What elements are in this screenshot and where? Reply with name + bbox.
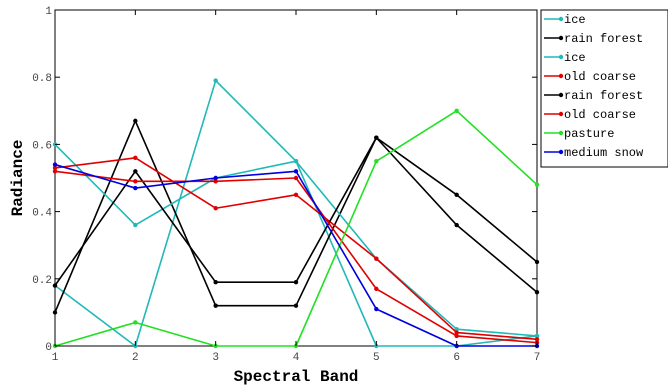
data-point [374,159,379,164]
x-tick-label: 3 [212,352,219,364]
data-point [374,286,379,292]
data-point [454,333,459,339]
y-tick-label: 0.2 [32,275,52,287]
data-point [293,175,299,181]
data-point [133,179,138,184]
data-point [293,192,299,197]
data-point [293,279,299,285]
x-tick-label: 6 [453,352,460,364]
data-point [534,337,540,342]
legend-label: ice [564,13,586,27]
y-tick-label: 0.6 [32,140,52,152]
data-point [454,330,459,335]
data-point [454,108,459,114]
x-tick-label: 1 [52,352,59,364]
data-point [213,206,218,211]
data-point [213,78,218,83]
data-point [213,175,218,181]
x-tick-label: 4 [293,352,300,364]
data-point [454,222,459,228]
legend-swatch-marker [558,73,564,79]
legend-label: ice [564,51,586,65]
legend-swatch-marker [558,54,564,60]
legend-swatch-marker [558,111,564,117]
data-point [52,165,58,171]
y-tick-label: 1 [45,6,52,18]
y-axis-title: Radiance [9,140,27,217]
data-point [133,169,138,174]
data-point [52,169,58,174]
legend-label: rain forest [564,89,643,103]
data-point [52,310,58,315]
y-tick-label: 0.8 [32,73,52,85]
legend-swatch-marker [558,149,564,155]
data-point [374,256,379,261]
legend-label: old coarse [564,70,636,84]
axes-layer: 1 2 3 4 5 6 7 0 0.2 0.4 0.6 0.8 1 [32,6,540,364]
legend-label: pasture [564,127,614,141]
data-point [534,290,540,295]
x-axis-title: Spectral Band [234,368,359,386]
x-tick-label: 5 [373,352,380,364]
x-tick-label: 7 [534,352,541,364]
data-point [374,135,379,140]
data-point [133,118,138,124]
y-tick-label: 0 [45,342,52,354]
data-point [213,303,218,308]
data-point [133,222,138,228]
legend: ice rain forest ice old coarse rain forest ol… [540,9,668,168]
data-point [293,169,299,174]
y-tick-label: 0.4 [32,208,52,220]
data-point [534,182,540,187]
legend-label: medium snow [564,146,644,160]
data-point [213,179,218,184]
data-point [133,155,138,161]
x-tick-label: 2 [132,352,139,364]
data-point [133,185,138,191]
data-point [454,327,459,332]
data-point [454,192,459,197]
data-point [213,279,218,285]
data-point [293,303,299,308]
legend-swatch-marker [558,16,564,22]
data-point [52,162,58,167]
legend-label: old coarse [564,108,636,122]
legend-swatch-marker [558,35,564,41]
data-point [374,306,379,312]
data-point [534,259,540,265]
data-point [534,333,540,339]
data-point [293,159,299,164]
legend-swatch-marker [558,130,564,136]
data-point [133,320,138,325]
data-point [52,283,58,288]
legend-swatch-marker [558,92,564,98]
legend-label: rain forest [564,32,643,46]
